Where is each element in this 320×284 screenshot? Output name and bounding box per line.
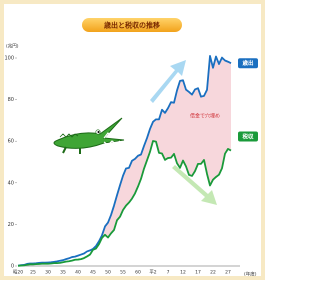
y-tick-label: 80 [8,97,14,103]
x-tick-label: 22 [210,270,216,276]
x-tick-label: 平2 [149,270,156,276]
chart-title: 歳出と税収の推移 [104,21,160,30]
x-tick-label: 45 [90,270,96,276]
x-tick-label: 55 [120,270,126,276]
x-tick-label: 25 [30,270,36,276]
x-tick-label: 27 [225,270,231,276]
x-tick-label: 30 [45,270,51,276]
y-tick-label: 20 [8,222,14,228]
x-tick-label: 17 [195,270,201,276]
chart: 歳出と税収の推移 (兆円) (年度) 借金で穴埋め 0 20 40 60 80 100 昭2… [0,0,265,280]
y-tick-label: 0 [11,264,14,270]
series-label: 歳出 [241,59,254,67]
x-tick-label: 昭20 [13,270,23,276]
y-tick-label: 100 [4,56,14,62]
y-tick-label: 60 [8,139,14,145]
x-tick-label: 7 [167,270,170,276]
y-axis-label: (兆円) [6,43,19,50]
x-tick-label: 12 [180,270,186,276]
x-axis-label: (年度) [244,271,257,278]
y-tick-label: 40 [8,180,14,186]
annotation: 借金で穴埋め [190,113,220,120]
series-label: 税収 [242,133,254,141]
x-tick-label: 40 [75,270,81,276]
x-tick-label: 50 [105,270,111,276]
x-tick-label: 35 [60,270,66,276]
x-tick-label: 60 [135,270,141,276]
